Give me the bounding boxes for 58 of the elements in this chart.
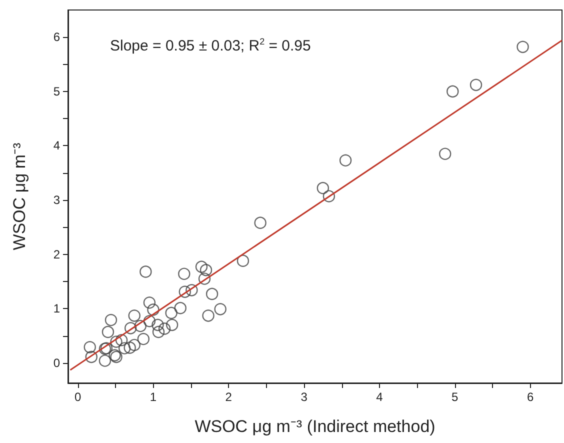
point (140, 266, 152, 278)
point (128, 338, 140, 352)
point (115, 334, 128, 346)
point (470, 78, 482, 92)
point (152, 318, 164, 331)
point (178, 286, 191, 298)
point (200, 264, 212, 276)
y-tick-label: 3 (53, 193, 60, 208)
point (446, 85, 459, 98)
point (124, 342, 136, 354)
point (195, 260, 208, 273)
x-tick-label: 2 (225, 390, 232, 404)
point (174, 302, 186, 314)
x-tick-label: 5 (452, 390, 459, 404)
point (158, 322, 171, 335)
point (118, 342, 131, 354)
x-tick-label: 0 (74, 390, 82, 404)
x-tick-label: 4 (376, 390, 384, 404)
point (84, 341, 96, 354)
y-tick-label: 5 (53, 84, 60, 98)
point (110, 336, 122, 348)
y-tick-label: 2 (53, 247, 60, 262)
point (124, 322, 137, 334)
y-axis-title: WSOC μg m⁻³ (10, 142, 29, 250)
point (143, 296, 156, 309)
y-tick-label: 4 (53, 138, 60, 153)
point (178, 268, 190, 280)
point (254, 216, 266, 229)
point (166, 318, 178, 331)
x-tick-label: 6 (526, 390, 534, 404)
point (202, 310, 214, 322)
point (339, 154, 352, 166)
point (137, 332, 150, 346)
y-tick-label: 1 (53, 302, 60, 316)
point (214, 303, 226, 316)
point (316, 182, 330, 194)
y-tick-label: 0 (53, 356, 60, 370)
x-tick-label: 1 (150, 390, 157, 404)
point (236, 254, 250, 267)
x-tick-label: 3 (300, 390, 308, 404)
point (98, 354, 112, 367)
point (206, 288, 218, 300)
point (134, 320, 147, 332)
point (186, 284, 198, 296)
y-tick-label: 6 (53, 30, 60, 44)
point (322, 190, 336, 202)
point (198, 272, 211, 285)
point (85, 350, 98, 364)
x-axis-title: WSOC μg m⁻³ (Indirect method) (194, 417, 436, 436)
point (102, 326, 114, 338)
point (165, 306, 178, 320)
point (104, 314, 118, 326)
point (439, 148, 452, 160)
point (128, 310, 140, 322)
point (143, 315, 156, 328)
point (152, 326, 165, 338)
point (516, 40, 529, 54)
point (147, 304, 160, 316)
